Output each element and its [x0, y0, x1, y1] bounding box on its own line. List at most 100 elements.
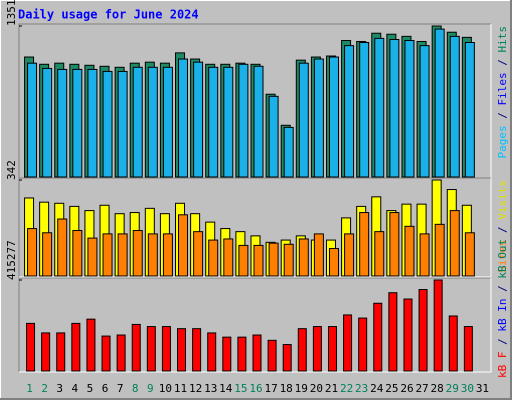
bar	[388, 292, 398, 372]
bar	[404, 225, 415, 277]
bar	[87, 68, 98, 178]
x-tick-label: 2	[41, 382, 48, 395]
bar	[252, 334, 262, 372]
x-tick-label: 30	[461, 382, 474, 395]
bar	[359, 41, 370, 178]
chart-title: Daily usage for June 2024	[18, 8, 199, 22]
bar	[132, 66, 143, 178]
x-tick-label: 1	[26, 382, 33, 395]
bar	[147, 66, 158, 178]
legend-item: /	[496, 279, 509, 299]
legend: kB F / kB In / kB Out	[496, 239, 509, 378]
bar	[193, 61, 204, 178]
x-tick-label: 25	[385, 382, 398, 395]
bar	[72, 230, 83, 277]
bar	[419, 45, 430, 178]
bar	[253, 65, 264, 178]
bar	[117, 70, 128, 178]
bar	[268, 242, 279, 277]
x-tick-label: 13	[204, 382, 217, 395]
x-tick-label: 14	[219, 382, 233, 395]
bar	[283, 243, 294, 277]
y-tick-label: 13517	[5, 0, 18, 26]
bar	[433, 279, 443, 372]
bar	[374, 231, 385, 277]
y-tick-label: 342	[5, 160, 18, 180]
panel-frame-light	[19, 278, 492, 373]
bar	[117, 233, 128, 277]
bar	[162, 233, 173, 277]
bar	[147, 233, 158, 277]
x-tick-label: 4	[72, 382, 79, 395]
bar	[343, 314, 353, 372]
legend-item: Files	[496, 72, 509, 105]
bar	[404, 39, 415, 178]
bar	[464, 41, 475, 178]
bar	[207, 332, 217, 372]
bar	[344, 45, 355, 178]
legend: Sites / Visits	[496, 180, 509, 273]
bar	[434, 223, 445, 277]
x-tick-label: 5	[87, 382, 94, 395]
x-tick-label: 20	[310, 382, 323, 395]
legend-item: Visits	[496, 180, 509, 220]
bar	[434, 28, 445, 178]
bar	[41, 332, 51, 372]
bar	[238, 63, 249, 178]
bar	[449, 35, 460, 178]
bar	[223, 66, 234, 178]
x-tick-label: 17	[264, 382, 277, 395]
bar	[178, 58, 189, 178]
bar	[419, 233, 430, 277]
bar	[177, 328, 187, 372]
bar	[162, 66, 173, 178]
bar	[71, 322, 81, 372]
bar	[57, 68, 68, 178]
bar	[389, 38, 400, 178]
x-tick-label: 23	[355, 382, 368, 395]
bar	[358, 317, 368, 372]
x-tick-label: 27	[415, 382, 428, 395]
x-tick-label: 22	[340, 382, 353, 395]
bar	[102, 70, 113, 178]
legend-item: /	[496, 106, 509, 126]
bar	[42, 67, 53, 178]
bar	[449, 210, 460, 277]
panel-frame-light	[19, 178, 492, 278]
legend-item: kB In	[496, 299, 509, 332]
bar	[72, 68, 83, 178]
x-tick-label: 9	[147, 382, 154, 395]
bar	[328, 56, 339, 178]
bar	[344, 233, 355, 277]
bar	[222, 336, 232, 372]
bar	[116, 334, 126, 372]
bar	[101, 335, 111, 372]
bar	[208, 66, 219, 178]
x-tick-label: 29	[446, 382, 459, 395]
bar	[42, 232, 53, 277]
x-tick-label: 18	[280, 382, 293, 395]
x-tick-label: 21	[325, 382, 338, 395]
bar	[297, 328, 307, 372]
bar	[359, 212, 370, 277]
bar	[253, 244, 264, 277]
bar	[193, 231, 204, 277]
x-tick-label: 19	[295, 382, 308, 395]
x-tick-label: 28	[431, 382, 444, 395]
bar	[208, 239, 219, 277]
bar	[86, 318, 96, 372]
bar	[102, 233, 113, 277]
bar	[464, 232, 475, 277]
bar	[327, 326, 337, 372]
x-tick-label: 7	[117, 382, 124, 395]
legend-item: /	[496, 220, 509, 240]
x-tick-label: 15	[234, 382, 247, 395]
bar	[27, 62, 38, 178]
panel-frame-dark	[18, 23, 491, 178]
bar	[282, 344, 292, 372]
legend-item: Pages	[496, 125, 509, 158]
bar	[56, 332, 66, 372]
legend-item: /	[496, 53, 509, 73]
bar	[463, 326, 473, 372]
